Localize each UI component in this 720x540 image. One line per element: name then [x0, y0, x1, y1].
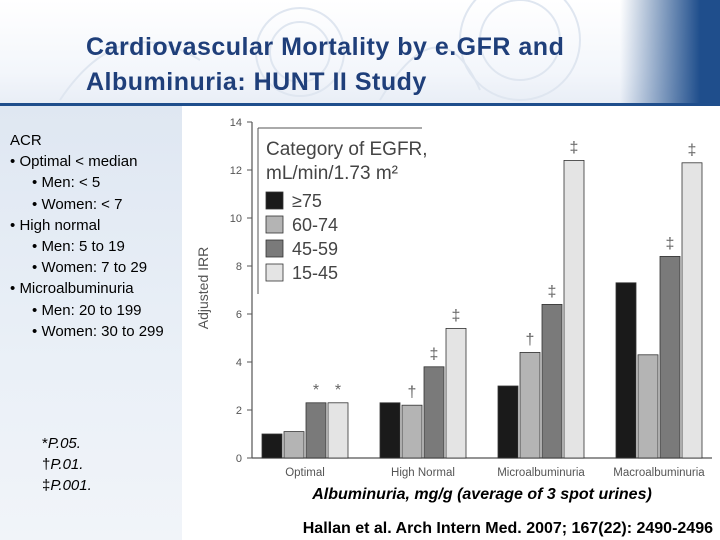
significance-marker: ‡	[688, 142, 697, 159]
acr-heading: ACR	[10, 132, 42, 149]
acr-subitem: • Women: 30 to 299	[32, 322, 164, 340]
bullet-icon: •	[10, 280, 16, 298]
acr-definitions: ACR • Optimal < median • Men: < 5 • Wome…	[10, 130, 205, 342]
bar-high-normal-3	[423, 366, 445, 459]
citation: Hallan et al. Arch Intern Med. 2007; 167…	[302, 520, 713, 537]
p-note: ‡P.001.	[42, 477, 92, 494]
title-line-2: Albuminuria: HUNT II Study	[86, 68, 427, 96]
header-divider	[0, 103, 720, 106]
bar-chart: Adjusted IRR 0 2 4 6 8 10 12 14 * * † ‡ ‡ † ‡ ‡ ‡ ‡ Opti…	[196, 108, 718, 486]
p-note: *P.05.	[42, 435, 81, 452]
legend-label: 60-74	[292, 215, 338, 235]
bullet-icon: •	[32, 174, 38, 192]
side-panel	[0, 106, 182, 540]
bullet-icon: •	[32, 322, 38, 340]
legend-label: 15-45	[292, 263, 338, 283]
p-value-notes: *P.05. †P.01. ‡P.001.	[42, 433, 92, 496]
bar-macroalbuminuria-4	[681, 162, 703, 459]
significance-marker: ‡	[452, 307, 461, 324]
significance-marker: *	[335, 382, 341, 399]
acr-subitem: • Women: 7 to 29	[32, 259, 148, 277]
legend-swatch	[265, 215, 284, 234]
x-tick-label: Optimal	[285, 467, 325, 479]
bar-high-normal-2	[401, 404, 423, 459]
bar-microalbuminuria-3	[541, 303, 563, 459]
acr-subitem: • Women: < 7	[32, 195, 123, 213]
bullet-icon: •	[10, 216, 16, 234]
bar-optimal-4	[327, 402, 349, 459]
y-tick-label: 2	[236, 405, 242, 417]
y-tick-label: 12	[230, 165, 242, 177]
y-tick-label: 0	[236, 453, 242, 465]
bar-optimal-2	[283, 431, 305, 459]
bar-high-normal-1	[379, 402, 401, 459]
bullet-icon: •	[32, 301, 38, 319]
bar-microalbuminuria-1	[497, 385, 519, 459]
acr-subitem: • Men: < 5	[32, 174, 101, 192]
watermark-graphic	[59, 0, 581, 101]
x-axis-label: Albuminuria, mg/g (average of 3 spot uri…	[312, 486, 652, 503]
significance-marker: *	[313, 382, 319, 399]
acr-item: • Microalbuminuria	[10, 280, 134, 298]
bullet-icon: •	[32, 238, 38, 256]
legend-title-line-1: Category of EGFR,	[266, 139, 428, 160]
bar-microalbuminuria-4	[563, 160, 585, 459]
bar-optimal-3	[305, 402, 327, 459]
bullet-icon: •	[32, 195, 38, 213]
significance-marker: †	[526, 331, 535, 348]
y-axis-label: Adjusted IRR	[196, 247, 211, 329]
legend-swatch	[265, 191, 284, 210]
bullet-icon: •	[32, 259, 38, 277]
p-note: †P.01.	[42, 456, 84, 473]
y-tick-label: 6	[236, 309, 242, 321]
bullet-icon: •	[10, 153, 16, 171]
significance-marker: ‡	[548, 283, 557, 300]
significance-marker: †	[408, 384, 417, 401]
bar-macroalbuminuria-1	[615, 282, 637, 459]
slide-header	[0, 0, 720, 103]
bar-macroalbuminuria-2	[637, 354, 659, 459]
legend-label: ≥75	[292, 191, 322, 211]
legend-title-line-2: mL/min/1.73 m²	[266, 163, 398, 184]
y-tick-label: 10	[230, 213, 242, 225]
acr-subitem: • Men: 5 to 19	[32, 238, 125, 256]
x-tick-label: Microalbuminuria	[497, 467, 585, 479]
significance-marker: ‡	[570, 139, 579, 156]
legend-label: 45-59	[292, 239, 338, 259]
legend-swatch	[265, 239, 284, 258]
bar-high-normal-4	[445, 327, 467, 459]
acr-subitem: • Men: 20 to 199	[32, 301, 142, 319]
acr-item: • Optimal < median	[10, 153, 138, 171]
citation-bar: Hallan et al. Arch Intern Med. 2007; 167…	[182, 518, 720, 540]
bar-macroalbuminuria-3	[659, 255, 681, 459]
significance-marker: ‡	[666, 235, 675, 252]
legend-swatch	[265, 263, 284, 282]
bar-microalbuminuria-2	[519, 351, 541, 459]
bar-optimal-1	[261, 433, 283, 459]
x-tick-label: High Normal	[391, 467, 455, 479]
slide-title: Cardiovascular Mortality by e.GFR and Al…	[86, 30, 696, 100]
x-tick-label: Macroalbuminuria	[613, 467, 705, 479]
significance-marker: ‡	[430, 346, 439, 363]
title-line-1: Cardiovascular Mortality by e.GFR and	[86, 33, 565, 61]
acr-item: • High normal	[10, 216, 101, 234]
y-tick-label: 4	[236, 357, 242, 369]
y-tick-label: 14	[230, 117, 242, 129]
y-tick-label: 8	[236, 261, 242, 273]
header-accent-band	[620, 0, 720, 103]
